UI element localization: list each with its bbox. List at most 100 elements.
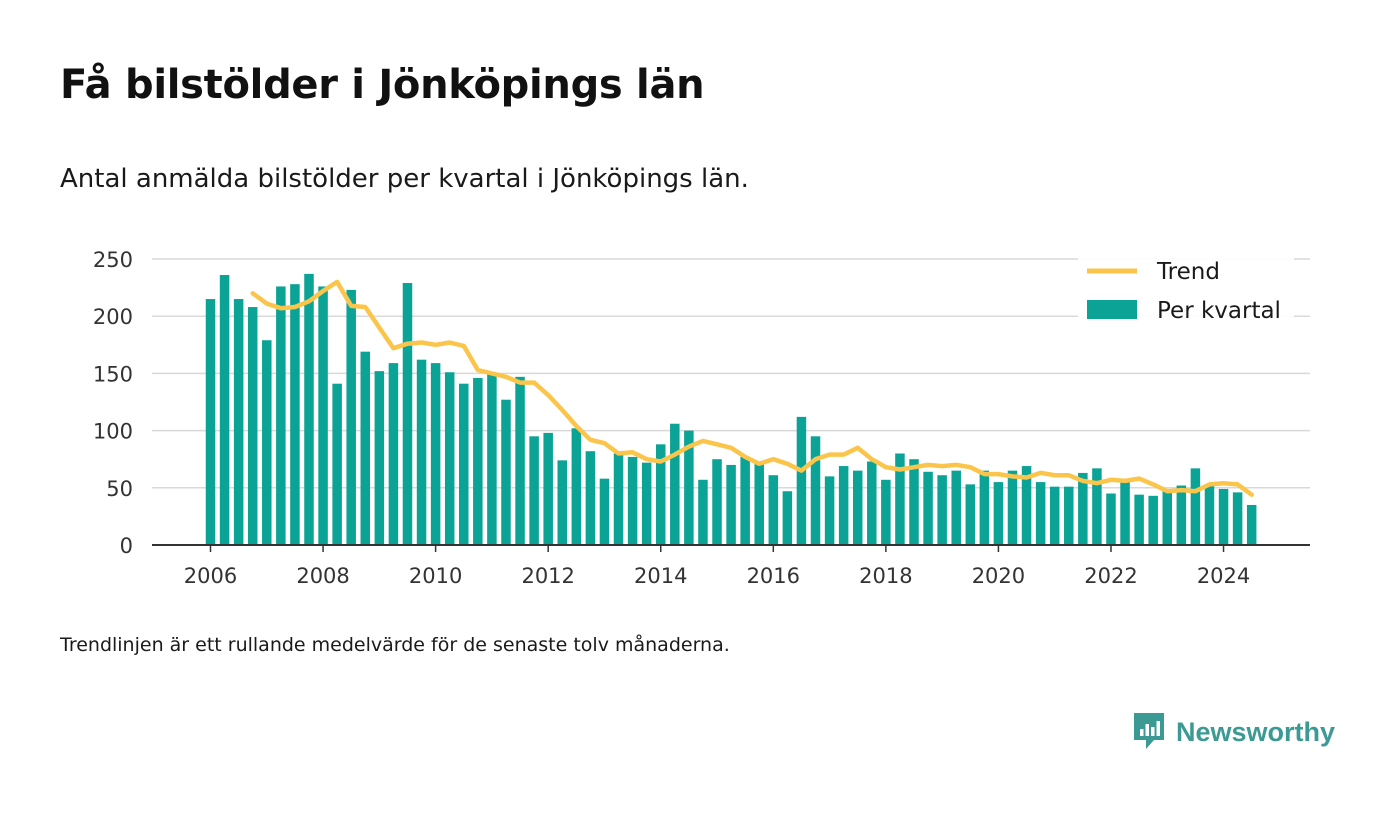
- bar: [304, 273, 314, 545]
- x-tick-label: 2010: [409, 564, 462, 588]
- bar: [585, 451, 596, 545]
- bar: [923, 471, 933, 545]
- y-tick-label: 100: [93, 420, 133, 444]
- bar: [1232, 492, 1243, 545]
- bar: [1035, 482, 1046, 545]
- bar: [599, 478, 610, 545]
- bar: [1078, 472, 1088, 545]
- bar: [1064, 486, 1074, 545]
- x-tick-label: 2012: [521, 564, 574, 588]
- bar: [712, 459, 722, 545]
- bar: [909, 459, 919, 545]
- bar: [1049, 486, 1060, 545]
- y-tick-label: 50: [106, 477, 133, 501]
- x-tick-label: 2016: [747, 564, 800, 588]
- y-tick-label: 250: [93, 248, 133, 272]
- bar: [332, 383, 342, 545]
- newsworthy-logo-text: Newsworthy: [1176, 716, 1336, 747]
- x-tick-label: 2022: [1084, 564, 1137, 588]
- bar: [698, 479, 708, 545]
- bar: [1106, 493, 1116, 545]
- x-tick-label: 2018: [859, 564, 912, 588]
- bar: [501, 399, 511, 545]
- bar: [613, 453, 624, 545]
- chart-footnote: Trendlinjen är ett rullande medelvärde f…: [60, 634, 730, 656]
- bar: [543, 432, 553, 545]
- bar: [1148, 495, 1158, 545]
- bar: [1176, 485, 1187, 545]
- bar: [247, 307, 258, 545]
- bar: [951, 470, 961, 545]
- bar: [838, 466, 849, 545]
- bar: [402, 283, 413, 545]
- bar: [233, 299, 244, 545]
- bar: [796, 416, 807, 545]
- bar: [219, 275, 230, 545]
- bar: [627, 456, 638, 545]
- bar: [416, 359, 427, 545]
- bar: [374, 371, 385, 545]
- bar: [768, 475, 779, 545]
- bar: [754, 461, 764, 545]
- y-tick-label: 0: [120, 534, 133, 558]
- bar: [867, 461, 877, 545]
- bar: [1007, 470, 1018, 545]
- x-tick-label: 2006: [184, 564, 237, 588]
- y-tick-label: 150: [93, 362, 133, 386]
- bar: [641, 462, 652, 545]
- bar: [571, 428, 582, 545]
- bar: [388, 363, 399, 545]
- bar: [782, 491, 793, 545]
- newsworthy-logo: Newsworthy: [1132, 712, 1335, 752]
- bar: [655, 444, 666, 545]
- chart-subtitle: Antal anmälda bilstölder per kvartal i J…: [60, 164, 749, 194]
- bar: [487, 373, 497, 545]
- bar: [1218, 488, 1229, 545]
- bar: [1092, 468, 1102, 545]
- bar: [1162, 491, 1173, 545]
- bar: [1120, 479, 1130, 545]
- bar: [1021, 466, 1032, 545]
- bar: [979, 470, 990, 545]
- x-tick-label: 2020: [972, 564, 1025, 588]
- newsworthy-logo-icon: [1134, 713, 1164, 749]
- bar: [1190, 468, 1201, 545]
- y-tick-label: 200: [93, 305, 133, 329]
- bar: [881, 479, 891, 545]
- bar: [557, 460, 567, 545]
- bar: [205, 299, 216, 545]
- legend-bar-swatch: [1087, 300, 1137, 319]
- legend-trend-label: Trend: [1156, 259, 1220, 285]
- bar: [1246, 504, 1257, 545]
- bar: [444, 372, 455, 545]
- bar: [346, 289, 356, 545]
- bar: [993, 482, 1004, 545]
- bar: [740, 456, 750, 545]
- bar: [473, 377, 483, 545]
- bar: [670, 423, 680, 545]
- bar: [684, 430, 694, 545]
- x-tick-label: 2014: [634, 564, 687, 588]
- x-tick-label: 2024: [1197, 564, 1250, 588]
- bar: [318, 286, 328, 545]
- bar: [360, 351, 371, 545]
- bar: [810, 436, 821, 545]
- bar: [965, 484, 976, 545]
- x-tick-label: 2008: [296, 564, 349, 588]
- chart-title: Få bilstölder i Jönköpings län: [60, 62, 705, 108]
- bar: [852, 470, 863, 545]
- bar: [726, 464, 736, 545]
- trend-line: [250, 279, 1254, 497]
- bar: [262, 340, 272, 545]
- bar: [290, 284, 300, 545]
- bar: [459, 383, 469, 545]
- bar: [895, 453, 905, 545]
- bar: [937, 475, 947, 545]
- bar: [1134, 494, 1144, 545]
- bar: [276, 286, 286, 545]
- bar: [529, 436, 539, 545]
- legend-bar-label: Per kvartal: [1157, 298, 1281, 324]
- bar: [1204, 485, 1215, 545]
- bar: [515, 376, 525, 545]
